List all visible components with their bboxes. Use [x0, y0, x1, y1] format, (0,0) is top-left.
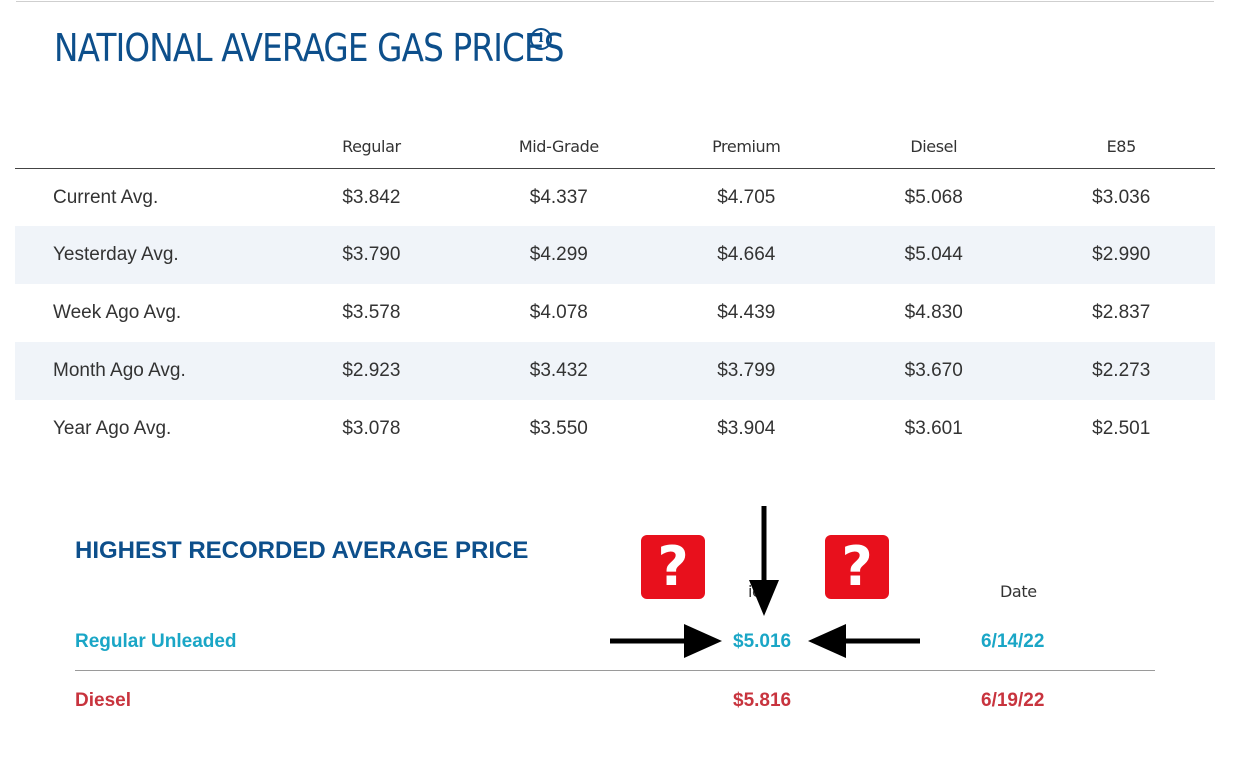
gas-prices-table: Regular Mid-Grade Premium Diesel E85 Cur… [15, 124, 1215, 458]
table-cell: $2.501 [1092, 418, 1151, 439]
row-label: Current Avg. [53, 186, 159, 208]
table-cell: $3.842 [342, 186, 401, 208]
record-date: 6/19/22 [981, 690, 1045, 711]
column-header-regular: Regular [277, 124, 466, 169]
page-title: NATIONAL AVERAGE GAS PRICES [54, 26, 565, 70]
table-cell: $3.036 [1092, 186, 1151, 208]
table-cell: $4.299 [465, 226, 653, 284]
date-column-header: Date [1000, 582, 1037, 601]
record-label: Regular Unleaded [75, 631, 237, 652]
question-mark-badge-left: ? [641, 535, 705, 599]
row-label: Yesterday Avg. [15, 226, 278, 284]
table-cell: $3.904 [717, 418, 776, 439]
table-cell: $3.578 [342, 302, 401, 323]
table-cell: $4.664 [652, 226, 841, 284]
table-cell: $5.044 [840, 226, 1028, 284]
table-header-row: Regular Mid-Grade Premium Diesel E85 [15, 124, 1215, 169]
record-price: $5.016 [733, 631, 792, 652]
table-row: Year Ago Avg. $3.078 $3.550 $3.904 $3.60… [15, 400, 1215, 458]
table-cell: $2.837 [1092, 302, 1151, 323]
table-cell: $3.550 [529, 418, 588, 439]
record-date: 6/14/22 [981, 631, 1045, 652]
price-column-header: ice [748, 582, 770, 601]
record-label: Diesel [75, 690, 131, 711]
table-cell: $3.078 [342, 418, 401, 439]
table-cell: $3.432 [465, 342, 653, 400]
table-cell: $4.078 [529, 302, 588, 323]
table-cell: $3.790 [277, 226, 466, 284]
top-divider [16, 1, 1214, 2]
table-cell: $3.601 [904, 418, 963, 439]
table-cell: $4.705 [717, 186, 776, 208]
table-row: Current Avg. $3.842 $4.337 $4.705 $5.068… [15, 169, 1215, 227]
highest-recorded-title: HIGHEST RECORDED AVERAGE PRICE [75, 537, 529, 564]
column-header-blank [15, 124, 278, 169]
column-header-diesel: Diesel [840, 124, 1028, 169]
record-price: $5.816 [733, 690, 792, 711]
table-cell: $2.273 [1027, 342, 1215, 400]
row-label: Month Ago Avg. [15, 342, 278, 400]
table-cell: $5.068 [904, 186, 963, 208]
record-row-diesel: Diesel $5.816 6/19/22 [75, 672, 1155, 730]
question-mark-badge-right: ? [825, 535, 889, 599]
table-cell: $4.439 [717, 302, 776, 323]
table-cell: $4.337 [529, 186, 588, 208]
row-label: Week Ago Avg. [53, 302, 182, 323]
table-row: Week Ago Avg. $3.578 $4.078 $4.439 $4.83… [15, 284, 1215, 342]
table-cell: $3.799 [652, 342, 841, 400]
table-row: Month Ago Avg. $2.923 $3.432 $3.799 $3.6… [15, 342, 1215, 400]
table-cell: $2.990 [1027, 226, 1215, 284]
record-row-regular: Regular Unleaded $5.016 6/14/22 [75, 613, 1155, 671]
column-header-premium: Premium [652, 124, 841, 169]
table-cell: $4.830 [904, 302, 963, 323]
row-label: Year Ago Avg. [53, 418, 172, 439]
record-divider [75, 670, 1155, 671]
table-cell: $3.670 [840, 342, 1028, 400]
info-icon[interactable]: i [530, 28, 552, 50]
column-header-mid-grade: Mid-Grade [465, 124, 653, 169]
table-cell: $2.923 [277, 342, 466, 400]
column-header-e85: E85 [1027, 124, 1215, 169]
table-row: Yesterday Avg. $3.790 $4.299 $4.664 $5.0… [15, 226, 1215, 284]
